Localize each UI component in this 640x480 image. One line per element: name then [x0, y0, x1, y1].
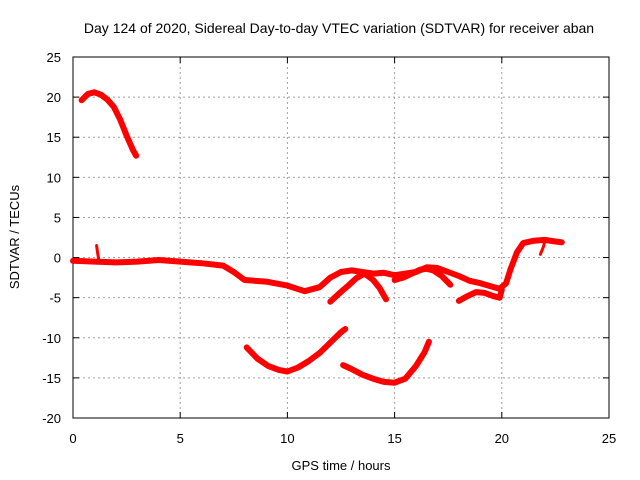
y-tick-label: -15 [42, 371, 61, 386]
series-segment-c [327, 270, 389, 305]
x-tick-label: 10 [280, 431, 294, 446]
series-segment-e [455, 286, 505, 304]
y-tick-label: 0 [54, 251, 61, 266]
y-tick-label: 15 [47, 130, 61, 145]
series-segment-g [340, 338, 432, 386]
data-series-group [70, 89, 565, 386]
axis-ticks: 0 5 10 15 20 25 -20 -15 -10 -5 0 5 10 15 20 25 [42, 50, 616, 446]
x-tick-label: 0 [69, 431, 76, 446]
y-tick-label: 5 [54, 210, 61, 225]
grid-lines [73, 57, 609, 418]
y-tick-label: -10 [42, 331, 61, 346]
x-axis-label: GPS time / hours [292, 458, 391, 473]
y-tick-label: 20 [47, 90, 61, 105]
y-tick-label: -5 [49, 291, 61, 306]
y-tick-label: 10 [47, 170, 61, 185]
x-tick-label: 20 [495, 431, 509, 446]
series-segment-b [70, 236, 565, 295]
series-spike-2 [538, 240, 547, 256]
y-axis-label: SDTVAR / TECUs [7, 184, 22, 289]
y-tick-label: 25 [47, 50, 61, 65]
series-segment-f [243, 326, 349, 375]
series-segment-a [78, 89, 140, 159]
plot-frame [72, 56, 610, 419]
series-spike-1 [95, 244, 101, 261]
series-segment-d [391, 265, 454, 288]
x-tick-label: 25 [602, 431, 616, 446]
chart-title: Day 124 of 2020, Sidereal Day-to-day VTE… [84, 20, 594, 36]
x-tick-label: 5 [177, 431, 184, 446]
x-tick-label: 15 [387, 431, 401, 446]
y-tick-label: -20 [42, 411, 61, 426]
